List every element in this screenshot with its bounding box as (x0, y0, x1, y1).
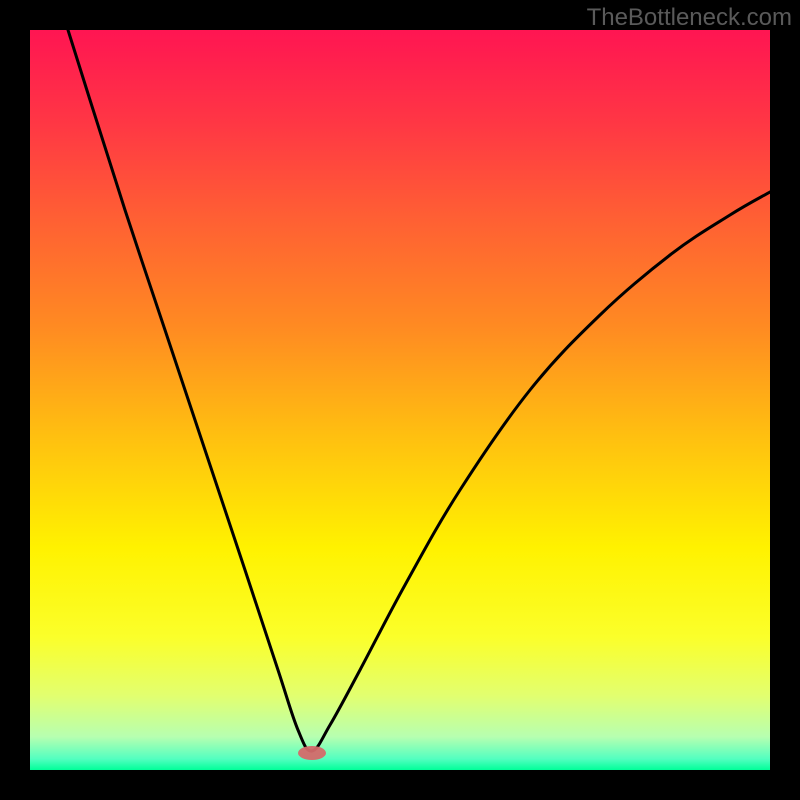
bottleneck-curve (68, 30, 770, 751)
curve-layer (30, 30, 770, 770)
watermark-text: TheBottleneck.com (587, 4, 792, 32)
min-marker (298, 746, 326, 760)
plot-area (30, 30, 770, 770)
chart-frame: TheBottleneck.com (0, 0, 800, 800)
